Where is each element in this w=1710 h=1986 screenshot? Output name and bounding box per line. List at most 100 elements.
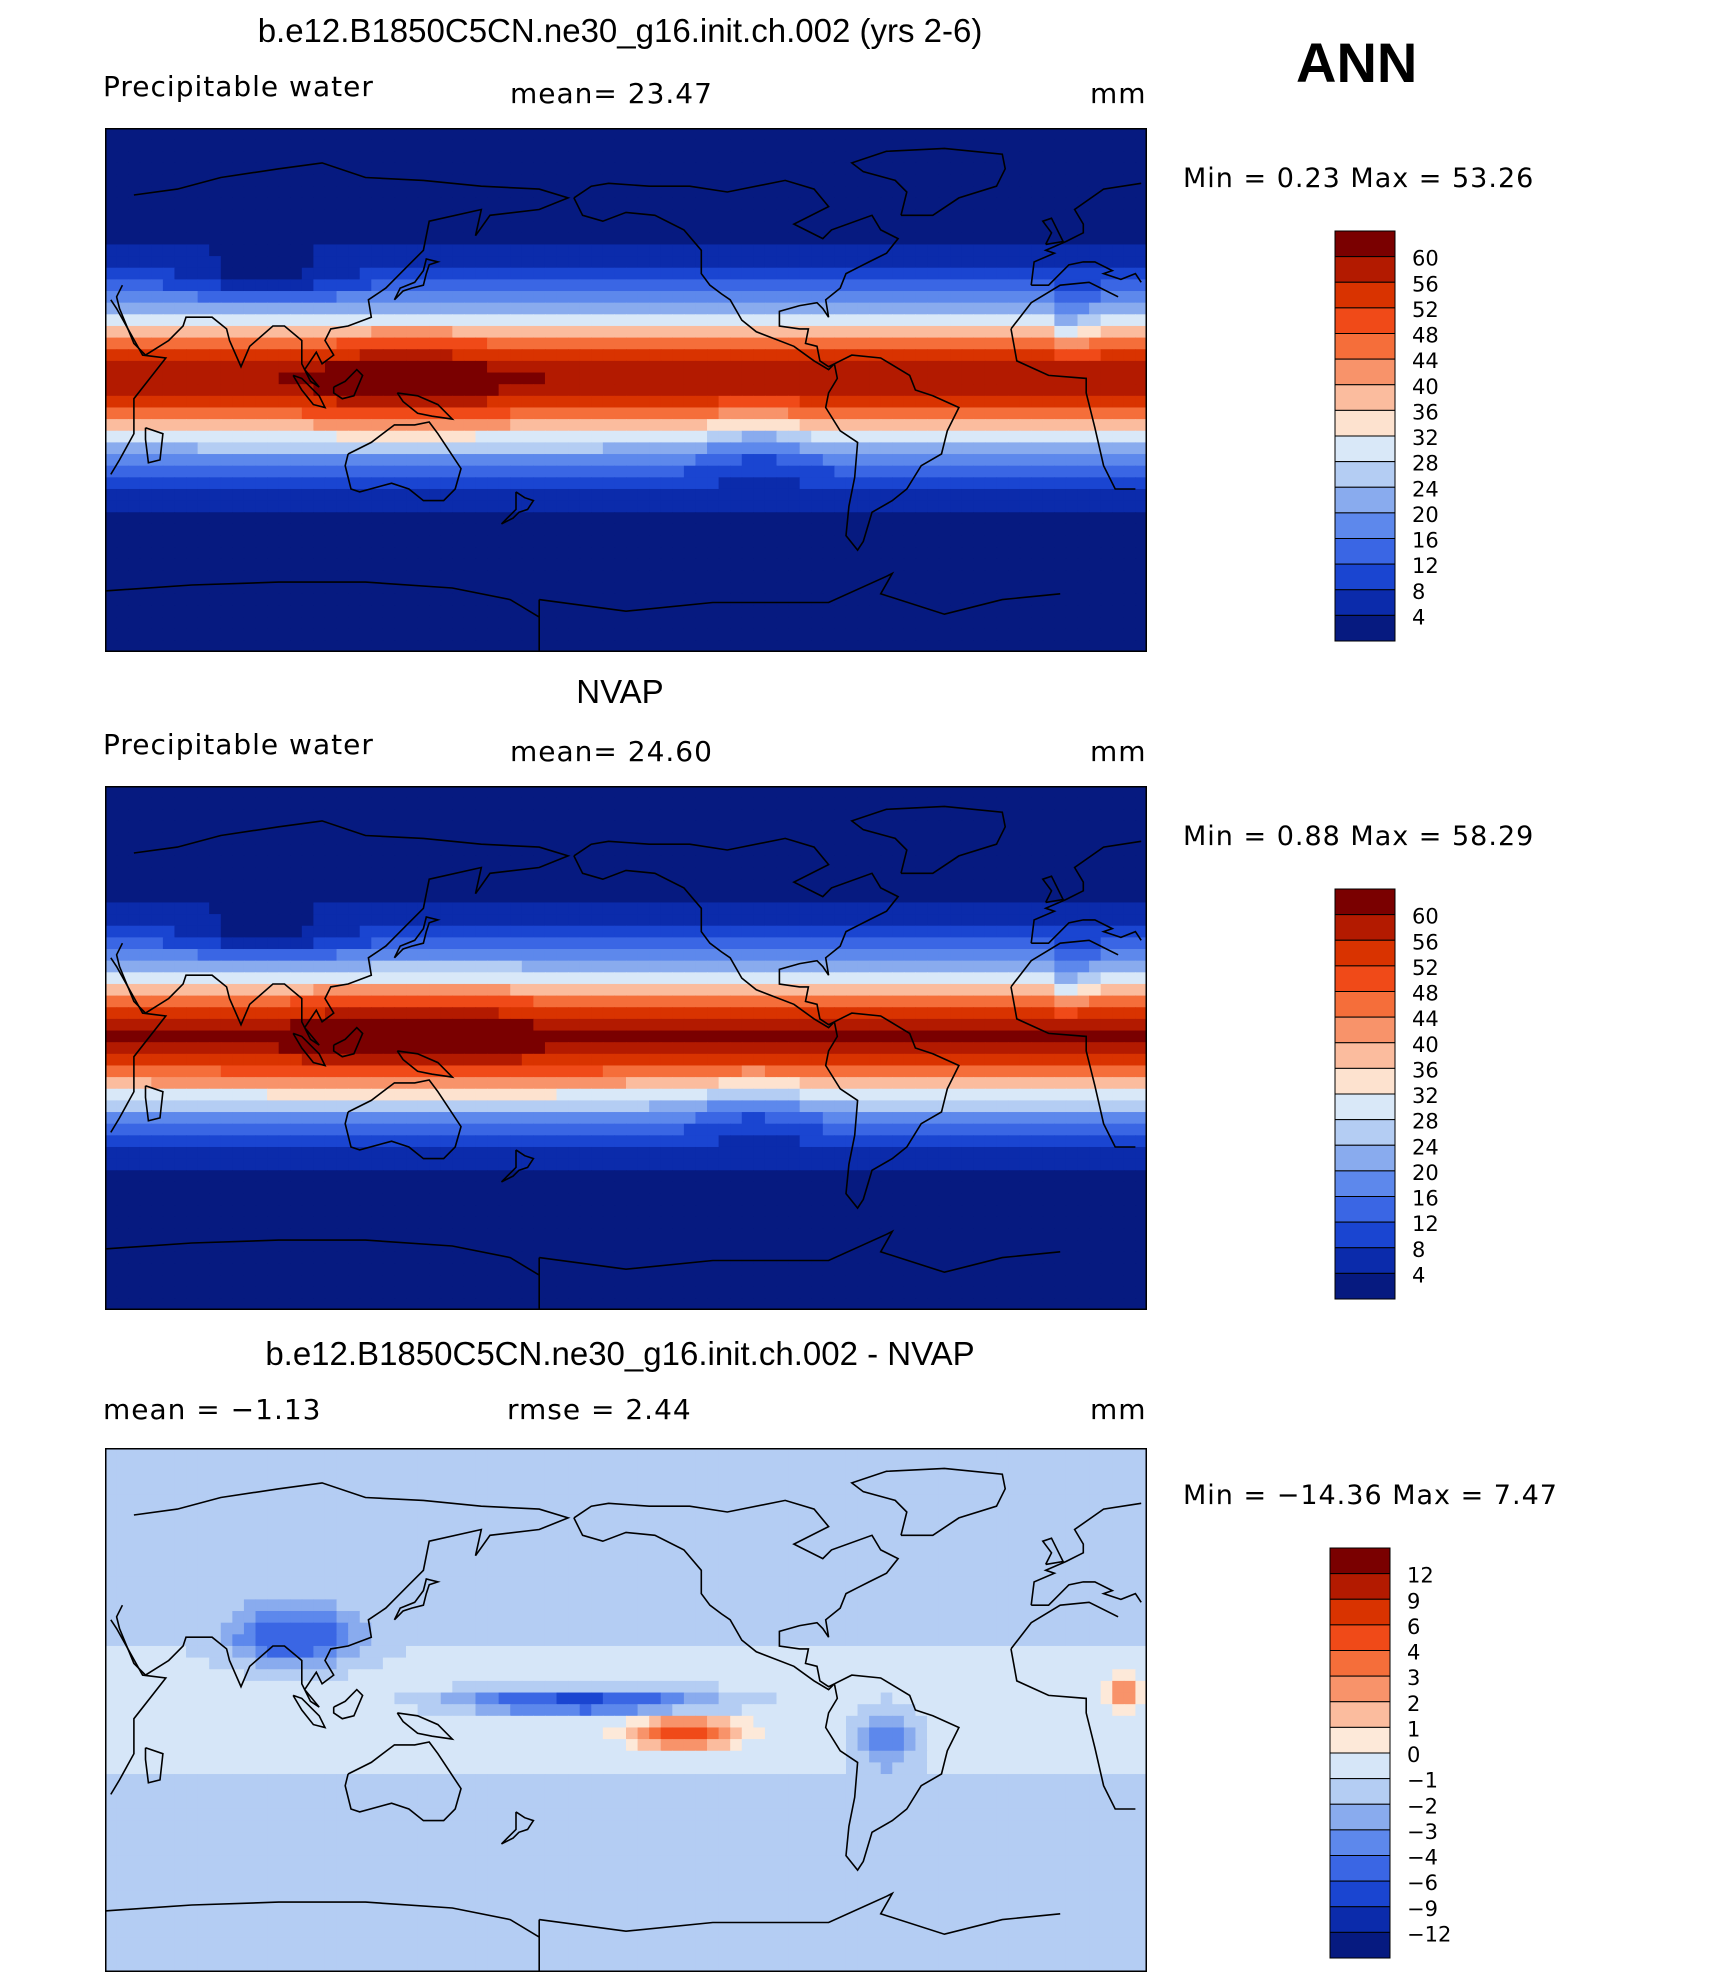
field-cell: [915, 535, 928, 548]
field-cell: [475, 279, 488, 292]
field-cell: [741, 372, 754, 385]
field-cell: [892, 419, 905, 432]
field-cell: [614, 314, 627, 327]
field-cell: [857, 314, 870, 327]
field-cell: [186, 325, 199, 339]
field-cell: [938, 454, 951, 467]
field-cell: [1123, 325, 1137, 339]
panel-3-rmse-label: rmse = 2.44: [507, 1393, 692, 1426]
field-cell: [556, 797, 569, 810]
field-cell: [927, 279, 940, 292]
field-cell: [1008, 360, 1021, 374]
field-cell: [359, 593, 372, 607]
field-cell: [938, 617, 951, 630]
field-cell: [869, 174, 882, 187]
field-cell: [672, 395, 685, 409]
field-cell: [128, 221, 141, 234]
field-cell: [1065, 302, 1079, 315]
field-cell: [973, 395, 986, 409]
field-cell: [996, 855, 1009, 869]
field-cell: [232, 558, 245, 572]
field-cell: [313, 279, 326, 292]
field-cell: [938, 820, 951, 834]
field-cell: [510, 267, 523, 280]
field-cell: [672, 628, 685, 641]
field-cell: [336, 430, 349, 443]
field-cell: [950, 430, 963, 443]
field-cell: [869, 221, 882, 234]
field-cell: [996, 279, 1009, 292]
field-cell: [799, 209, 812, 222]
field-cell: [903, 879, 917, 892]
field-cell: [1089, 832, 1102, 845]
field-cell: [626, 809, 639, 822]
field-cell: [174, 786, 187, 799]
field-cell: [602, 523, 616, 537]
field-cell: [406, 488, 419, 502]
field-cell: [255, 186, 268, 199]
field-cell: [232, 465, 245, 478]
field-cell: [162, 337, 176, 350]
field-cell: [105, 407, 118, 420]
field-cell: [1031, 465, 1044, 478]
field-cell: [139, 570, 152, 583]
field-cell: [834, 477, 847, 490]
field-cell: [510, 832, 523, 845]
field-cell: [961, 535, 974, 548]
map-frame: [105, 128, 1147, 652]
field-cell: [394, 628, 407, 641]
field-cell: [290, 139, 303, 152]
field-cell: [1089, 593, 1102, 607]
field-cell: [429, 174, 442, 187]
field-cell: [521, 628, 534, 641]
field-cell: [151, 582, 164, 595]
field-cell: [637, 500, 650, 513]
field-cell: [822, 465, 835, 478]
field-cell: [510, 337, 523, 350]
field-cell: [753, 855, 766, 869]
field-cell: [267, 558, 280, 572]
field-cell: [301, 617, 314, 630]
field-cell: [220, 570, 233, 583]
field-cell: [822, 547, 835, 560]
field-cell: [116, 267, 129, 280]
field-cell: [429, 617, 442, 630]
field-cell: [788, 384, 801, 397]
field-cell: [1054, 454, 1067, 467]
field-cell: [1100, 628, 1113, 641]
field-cell: [371, 500, 384, 513]
field-cell: [1008, 593, 1021, 607]
field-cell: [811, 890, 824, 904]
field-cell: [197, 890, 210, 904]
field-cell: [556, 488, 569, 502]
field-cell: [753, 890, 766, 904]
field-cell: [359, 454, 372, 467]
field-cell: [463, 535, 477, 548]
field-cell: [498, 221, 511, 234]
field-cell: [741, 593, 754, 607]
field-cell: [799, 174, 812, 187]
field-cell: [521, 244, 534, 257]
field-cell: [243, 902, 257, 915]
field-cell: [683, 209, 697, 222]
field-cell: [857, 890, 870, 904]
field-cell: [707, 488, 720, 502]
field-cell: [961, 197, 974, 211]
field-cell: [243, 786, 257, 799]
field-cell: [637, 879, 650, 892]
field-cell: [938, 535, 951, 548]
field-cell: [776, 384, 789, 397]
field-cell: [336, 256, 349, 269]
field-cell: [440, 395, 453, 409]
field-cell: [811, 232, 824, 246]
field-cell: [1054, 442, 1067, 455]
field-cell: [903, 890, 917, 904]
field-cell: [417, 570, 430, 583]
field-cell: [394, 535, 407, 548]
field-cell: [232, 314, 245, 327]
field-cell: [174, 442, 187, 455]
field-cell: [707, 570, 720, 583]
field-cell: [324, 267, 338, 280]
field-cell: [950, 267, 963, 280]
field-cell: [591, 128, 604, 141]
